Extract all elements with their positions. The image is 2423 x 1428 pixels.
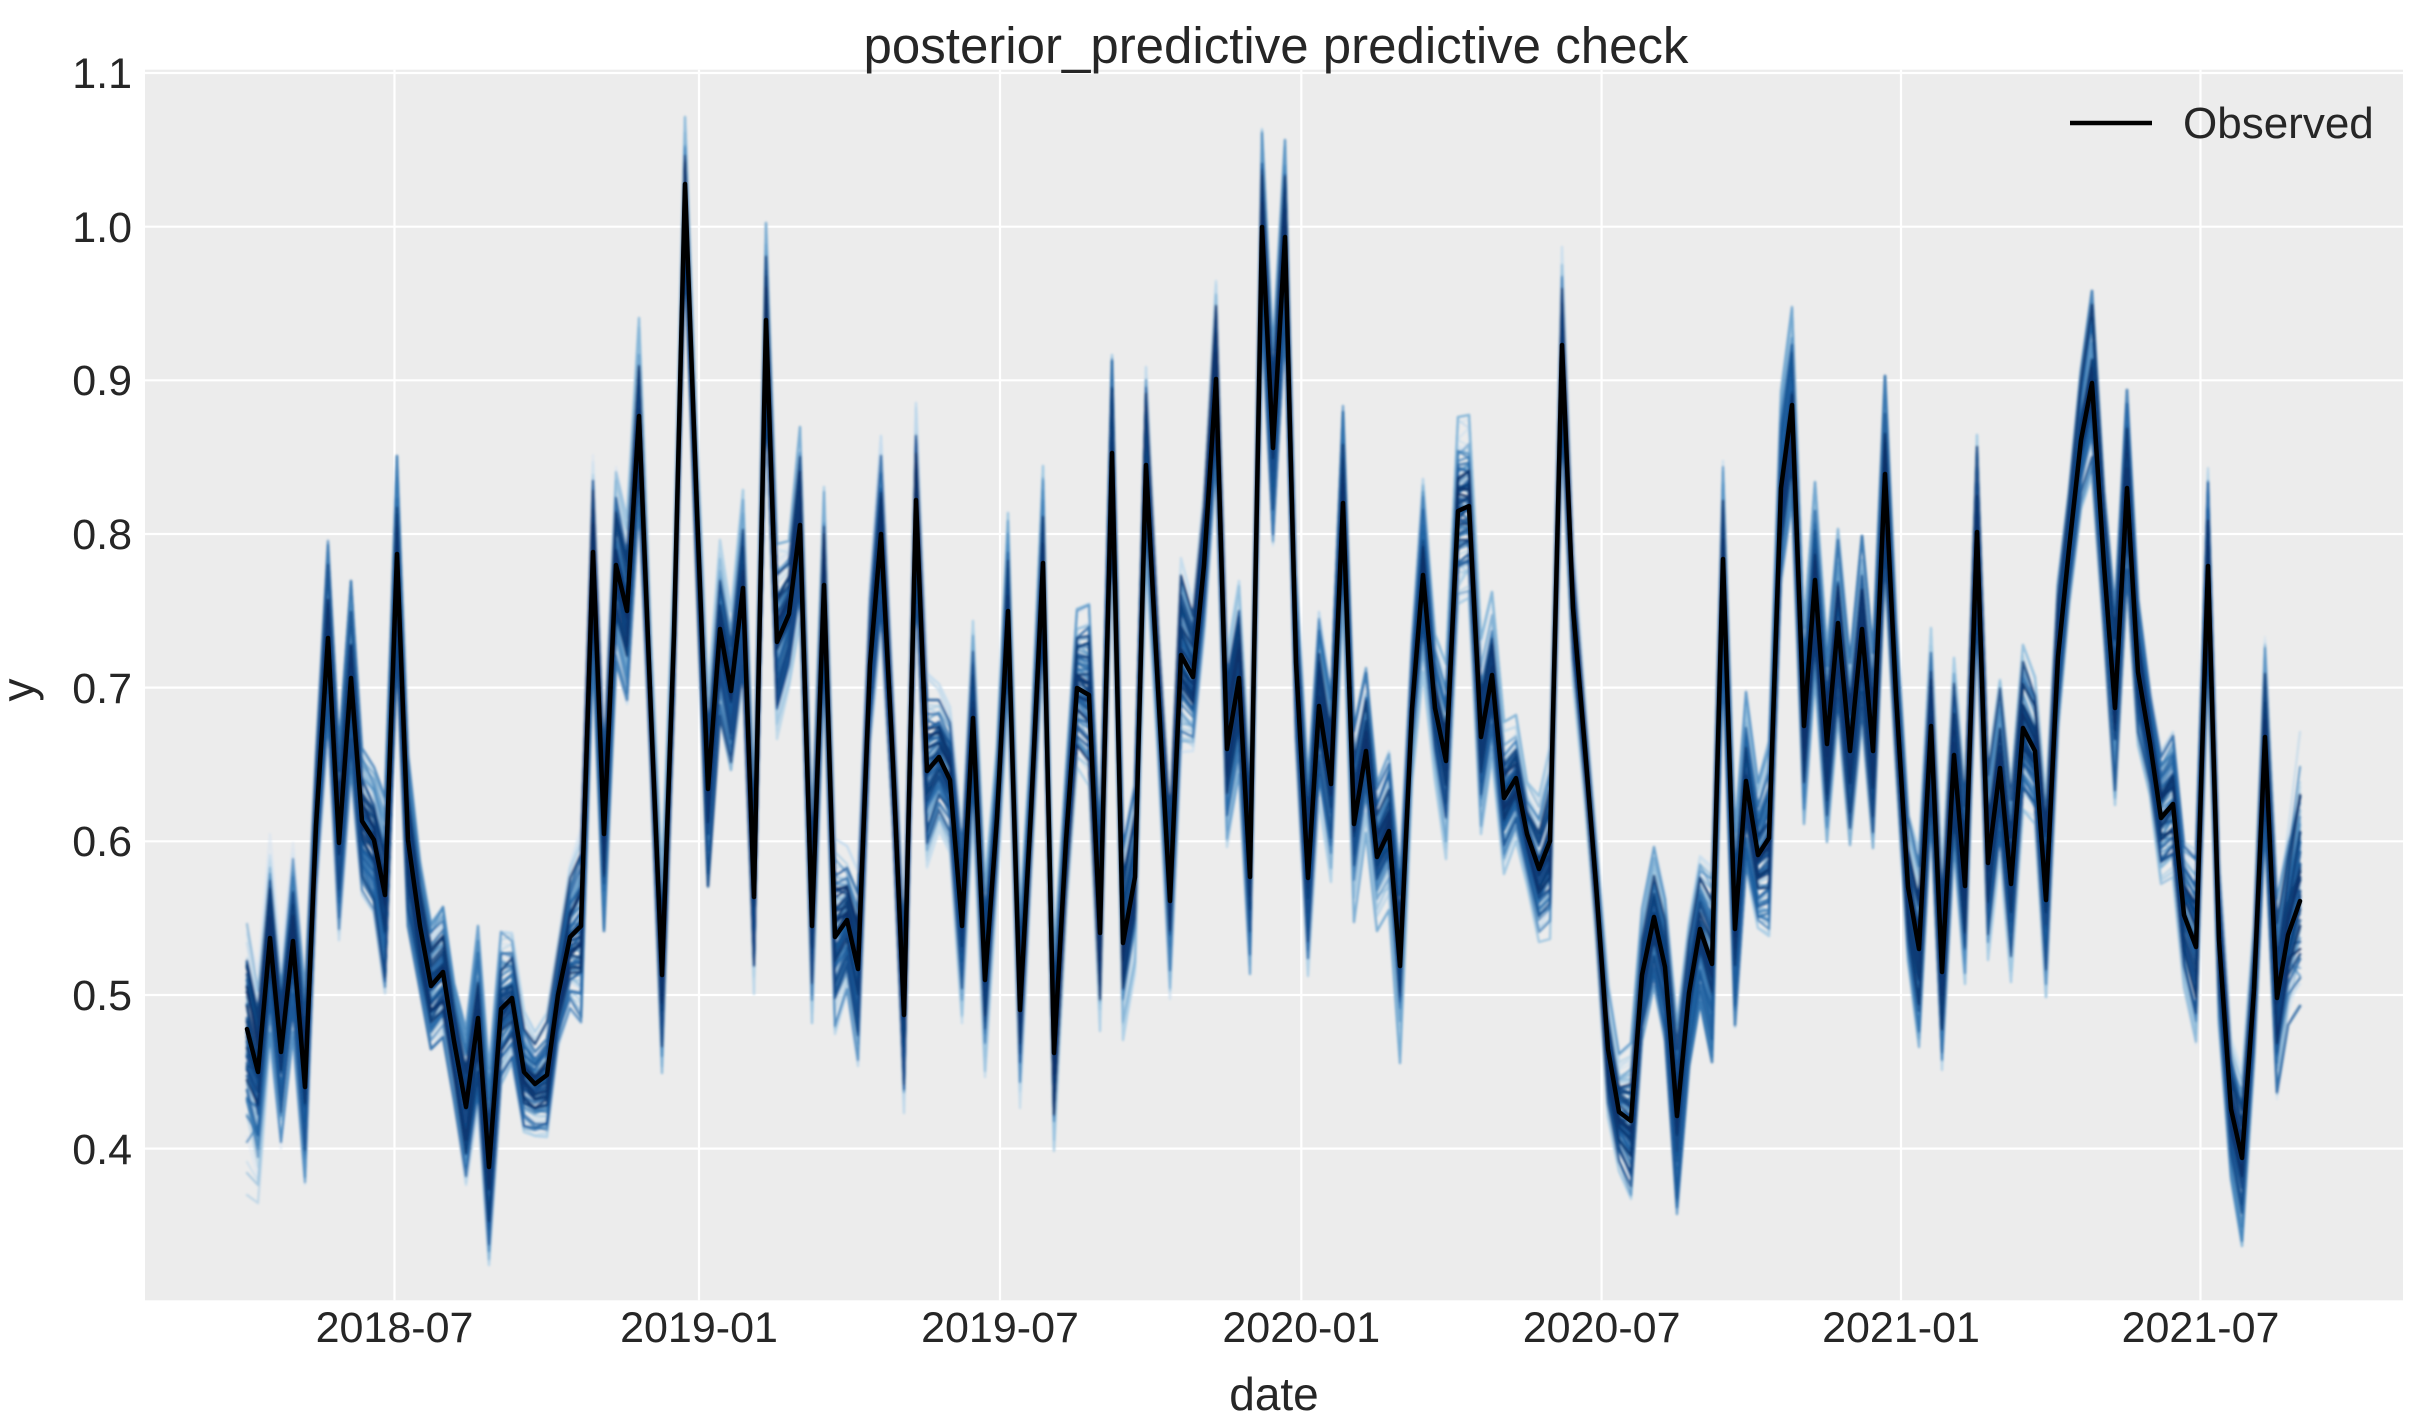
svg-text:2020-01: 2020-01 — [1222, 1304, 1380, 1352]
svg-text:2018-07: 2018-07 — [316, 1304, 474, 1352]
svg-text:0.8: 0.8 — [72, 511, 132, 559]
svg-text:0.7: 0.7 — [72, 665, 132, 713]
svg-text:2021-07: 2021-07 — [2122, 1304, 2280, 1352]
svg-text:2020-07: 2020-07 — [1523, 1304, 1681, 1352]
svg-text:1.1: 1.1 — [72, 50, 132, 98]
svg-text:0.9: 0.9 — [72, 357, 132, 405]
svg-text:date: date — [1229, 1368, 1319, 1420]
svg-text:2021-01: 2021-01 — [1822, 1304, 1980, 1352]
svg-text:y: y — [0, 679, 44, 702]
svg-text:0.6: 0.6 — [72, 818, 132, 866]
svg-text:0.4: 0.4 — [72, 1126, 132, 1174]
svg-text:0.5: 0.5 — [72, 972, 132, 1020]
svg-text:2019-07: 2019-07 — [921, 1304, 1079, 1352]
svg-text:2019-01: 2019-01 — [620, 1304, 778, 1352]
svg-text:Observed: Observed — [2183, 99, 2374, 148]
svg-text:posterior_predictive predictiv: posterior_predictive predictive check — [864, 17, 1689, 74]
svg-text:1.0: 1.0 — [72, 204, 132, 252]
